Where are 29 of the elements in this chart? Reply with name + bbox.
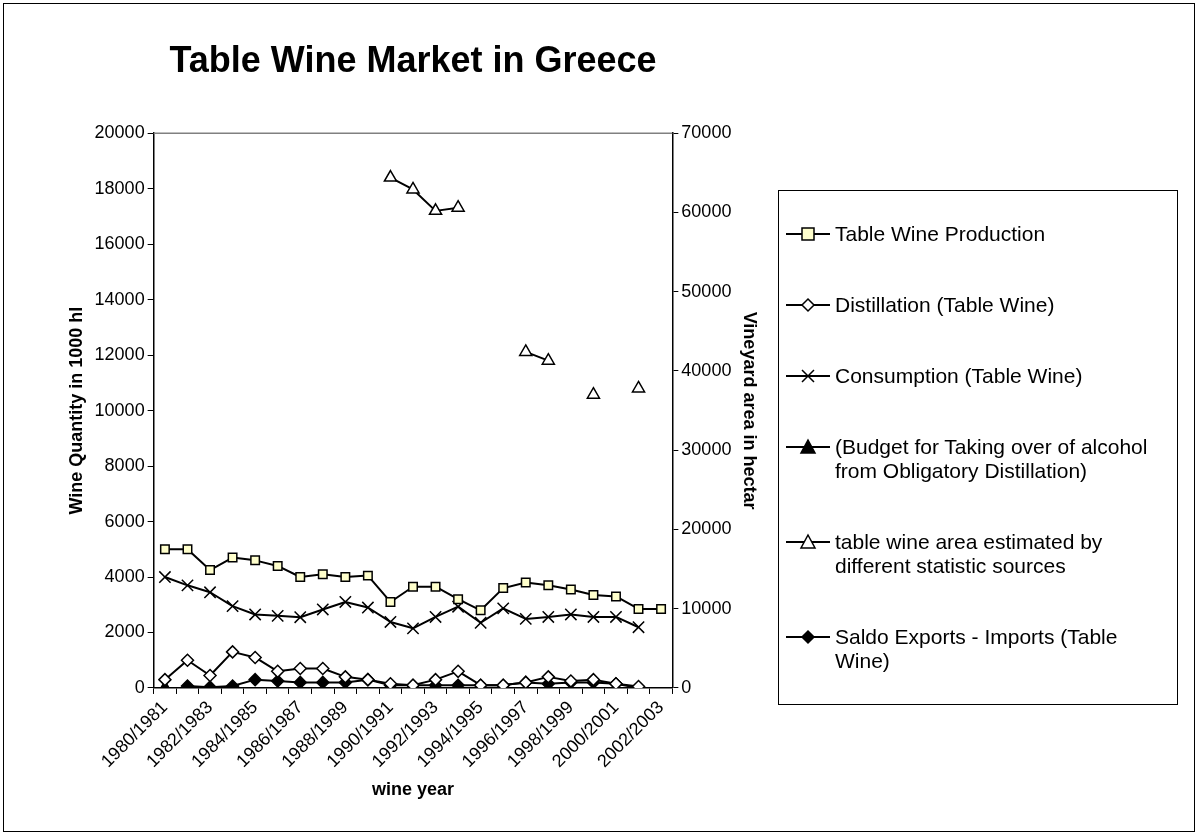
y2-tick-label: 0 (681, 676, 692, 697)
y2-tick-label: 40000 (681, 359, 732, 380)
x-axis-title: wine year (370, 779, 455, 800)
y-tick-label: 4000 (104, 565, 145, 586)
y-tick-label: 6000 (104, 510, 145, 531)
y2-tick-label: 30000 (681, 439, 732, 460)
y-tick-label: 18000 (94, 177, 145, 198)
legend-label: Consumption (Table Wine) (835, 364, 1083, 389)
legend-label: (Budget for Taking over of alcohol from Obligatory Distillation) (835, 434, 1149, 483)
y-tick-label: 10000 (94, 399, 145, 420)
legend-label: Distillation (Table Wine) (835, 293, 1055, 318)
y-tick-label: 14000 (94, 288, 145, 309)
y-axis-title: Wine Quantity in 1000 hl (65, 306, 86, 515)
chart-title: Table Wine Market in Greece (169, 38, 657, 80)
y2-axis-title: Vineyard area in hectar (740, 311, 761, 510)
legend-label: Table Wine Production (835, 222, 1046, 247)
y-tick-label: 20000 (94, 122, 145, 143)
y2-tick-label: 60000 (681, 201, 732, 222)
y-tick-label: 0 (134, 676, 145, 697)
y2-tick-label: 10000 (681, 597, 732, 618)
y2-tick-label: 20000 (681, 518, 732, 539)
y2-tick-label: 70000 (681, 122, 732, 143)
y2-tick-label: 50000 (681, 280, 732, 301)
legend-label: Saldo Exports - Imports (Table Wine) (835, 624, 1119, 673)
y-tick-label: 2000 (104, 621, 145, 642)
y-tick-label: 8000 (104, 455, 145, 476)
legend-label: table wine area estimated by different statistic sources (835, 529, 1104, 578)
y-tick-label: 12000 (94, 344, 145, 365)
y-tick-label: 16000 (94, 233, 145, 254)
